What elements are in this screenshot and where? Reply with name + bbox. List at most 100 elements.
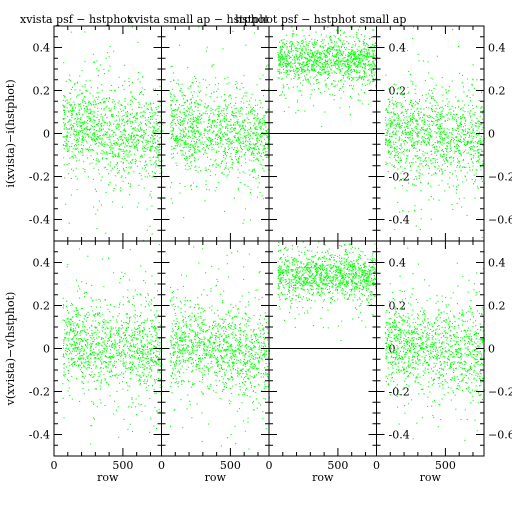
data-point xyxy=(226,162,228,164)
data-point xyxy=(177,108,179,110)
data-point xyxy=(457,133,459,135)
data-point xyxy=(117,126,119,128)
data-point xyxy=(371,49,373,51)
data-point xyxy=(295,67,297,69)
data-point xyxy=(389,141,391,143)
data-point xyxy=(212,144,214,146)
data-point xyxy=(238,136,240,138)
data-point xyxy=(395,84,397,86)
data-point xyxy=(436,161,438,163)
data-point xyxy=(472,94,474,96)
data-point xyxy=(442,108,444,110)
data-point xyxy=(114,90,116,92)
data-point xyxy=(105,122,107,124)
data-point xyxy=(476,186,478,188)
data-point xyxy=(198,119,200,121)
data-point xyxy=(281,50,283,52)
data-point xyxy=(357,61,359,63)
data-point xyxy=(75,140,77,142)
data-point xyxy=(463,129,465,131)
data-point xyxy=(325,60,327,62)
data-point xyxy=(318,52,320,54)
data-point xyxy=(302,84,304,86)
data-point xyxy=(371,36,373,38)
data-point xyxy=(410,120,412,122)
data-point xyxy=(297,109,299,111)
data-point xyxy=(257,175,259,177)
data-point xyxy=(133,147,135,149)
data-point xyxy=(77,135,79,137)
data-point xyxy=(329,66,331,68)
data-point xyxy=(279,72,281,74)
data-point xyxy=(151,176,153,178)
data-point xyxy=(106,122,108,124)
data-point xyxy=(282,46,284,48)
data-point xyxy=(324,66,326,68)
data-point xyxy=(247,149,249,151)
data-point xyxy=(159,172,161,174)
data-point xyxy=(135,145,137,147)
data-point xyxy=(443,160,445,162)
data-point xyxy=(78,137,80,139)
data-point xyxy=(205,79,207,81)
data-point xyxy=(170,123,172,125)
data-point xyxy=(108,56,110,58)
data-point xyxy=(463,116,465,118)
data-point xyxy=(302,40,304,42)
data-point xyxy=(259,118,261,120)
data-point xyxy=(248,139,250,141)
data-point xyxy=(287,55,289,57)
data-point xyxy=(361,49,363,51)
data-point xyxy=(82,93,84,95)
data-point xyxy=(475,179,477,181)
data-point xyxy=(463,134,465,136)
data-point xyxy=(197,146,199,148)
data-point xyxy=(359,52,361,54)
data-point xyxy=(314,69,316,71)
data-point xyxy=(205,129,207,131)
data-point xyxy=(102,120,104,122)
data-point xyxy=(451,203,453,205)
data-point xyxy=(337,60,339,62)
data-point xyxy=(87,122,89,124)
data-point xyxy=(389,101,391,103)
data-point xyxy=(97,103,99,105)
data-point xyxy=(339,61,341,63)
data-point xyxy=(291,44,293,46)
data-point xyxy=(241,125,243,127)
data-point xyxy=(142,111,144,113)
data-point xyxy=(190,155,192,157)
data-point xyxy=(235,151,237,153)
data-point xyxy=(185,143,187,145)
data-point xyxy=(283,61,285,63)
data-point xyxy=(439,135,441,137)
data-point xyxy=(288,64,290,66)
data-point xyxy=(179,110,181,112)
data-point xyxy=(365,48,367,50)
data-point xyxy=(109,65,111,67)
data-point xyxy=(256,158,258,160)
data-point xyxy=(70,194,72,196)
data-point xyxy=(223,150,225,152)
data-point xyxy=(71,168,73,170)
data-point xyxy=(214,190,216,192)
data-point xyxy=(314,58,316,60)
data-point xyxy=(304,51,306,53)
data-point xyxy=(403,143,405,145)
data-point xyxy=(469,169,471,171)
data-point xyxy=(371,43,373,45)
data-point xyxy=(122,139,124,141)
data-point xyxy=(364,45,366,47)
data-point xyxy=(366,64,368,66)
data-point xyxy=(133,136,135,138)
data-point xyxy=(439,117,441,119)
data-point xyxy=(294,65,296,67)
data-point xyxy=(370,56,372,58)
data-point xyxy=(278,73,280,75)
data-point xyxy=(101,89,103,91)
data-point xyxy=(444,119,446,121)
data-point xyxy=(179,182,181,184)
data-point xyxy=(417,136,419,138)
data-point xyxy=(126,141,128,143)
data-point xyxy=(387,145,389,147)
